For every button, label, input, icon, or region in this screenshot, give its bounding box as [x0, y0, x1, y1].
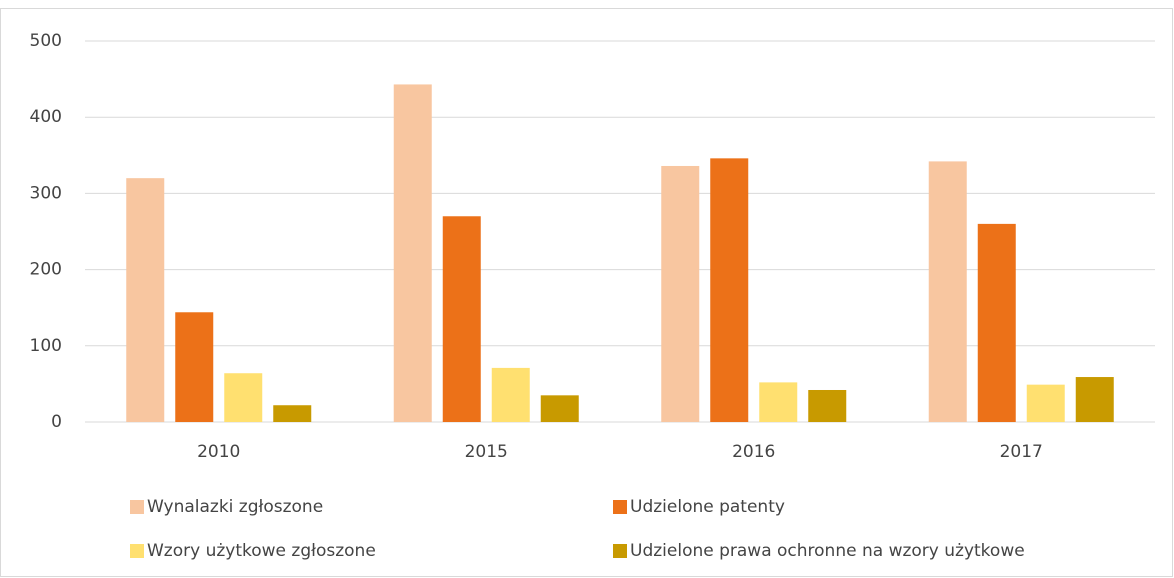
bar — [442, 216, 481, 422]
bar — [1026, 384, 1065, 422]
y-tick-label: 400 — [30, 107, 62, 127]
bar — [808, 389, 847, 422]
x-tick-label: 2010 — [197, 442, 240, 462]
bar — [126, 178, 165, 422]
x-tick-label: 2017 — [1000, 442, 1043, 462]
chart-frame — [0, 8, 1173, 577]
legend-label: Wzory użytkowe zgłoszone — [147, 541, 376, 561]
legend-label: Udzielone patenty — [630, 497, 785, 517]
y-tick-label: 500 — [30, 31, 62, 51]
bar — [661, 165, 700, 422]
bar — [540, 395, 579, 422]
bar — [928, 161, 967, 422]
legend-swatch — [613, 500, 627, 514]
legend-label: Udzielone prawa ochronne na wzory użytko… — [630, 541, 1025, 561]
bar — [710, 158, 749, 422]
bar — [491, 367, 530, 422]
bar — [1075, 377, 1114, 422]
y-tick-label: 0 — [51, 412, 62, 432]
legend-label: Wynalazki zgłoszone — [147, 497, 323, 517]
bar — [273, 405, 312, 422]
x-tick-label: 2016 — [732, 442, 775, 462]
x-tick-label: 2015 — [465, 442, 508, 462]
bar — [393, 84, 432, 423]
bar — [224, 373, 263, 422]
legend-swatch — [130, 544, 144, 558]
bar — [175, 312, 214, 422]
bar — [759, 382, 798, 422]
y-tick-label: 300 — [30, 183, 62, 203]
bar — [977, 223, 1016, 422]
y-tick-label: 200 — [30, 260, 62, 280]
legend-swatch — [613, 544, 627, 558]
y-tick-label: 100 — [30, 336, 62, 356]
legend-swatch — [130, 500, 144, 514]
